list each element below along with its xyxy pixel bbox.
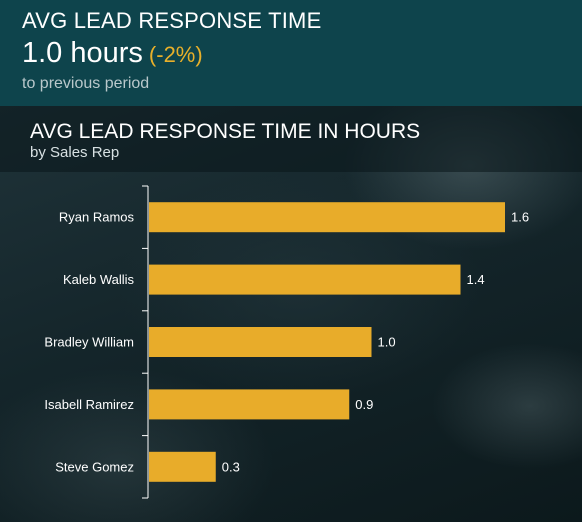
chart-header-band: [0, 106, 582, 172]
category-label: Ryan Ramos: [59, 210, 135, 225]
value-label: 0.9: [355, 397, 373, 412]
value-label: 0.3: [222, 459, 240, 474]
value-label: 1.0: [378, 335, 396, 350]
category-label: Isabell Ramirez: [44, 397, 134, 412]
value-label: 1.4: [467, 272, 485, 287]
bar: [149, 264, 461, 295]
kpi-panel: AVG LEAD RESPONSE TIME 1.0 hours (-2%) to…: [0, 0, 582, 106]
chart-panel: AVG LEAD RESPONSE TIME IN HOURS by Sales…: [0, 106, 582, 522]
kpi-title: AVG LEAD RESPONSE TIME: [22, 8, 322, 33]
bar: [149, 389, 350, 420]
bar: [149, 451, 216, 482]
bar-chart: Ryan Ramos 1.6 Kaleb Wallis 1.4 Bradley Will…: [44, 185, 529, 499]
bar: [149, 202, 505, 233]
kpi-value: 1.0 hours: [22, 37, 143, 69]
kpi-subtitle: to previous period: [22, 75, 150, 92]
kpi-change: (-2%): [148, 42, 203, 67]
value-label: 1.6: [511, 210, 529, 225]
category-label: Kaleb Wallis: [63, 272, 135, 287]
bar: [149, 327, 372, 357]
chart-title: AVG LEAD RESPONSE TIME IN HOURS: [30, 120, 421, 143]
chart-subtitle: by Sales Rep: [30, 144, 120, 161]
kpi-value-line: 1.0 hours (-2%): [22, 37, 203, 70]
category-label: Steve Gomez: [55, 459, 134, 474]
category-label: Bradley William: [44, 335, 134, 350]
